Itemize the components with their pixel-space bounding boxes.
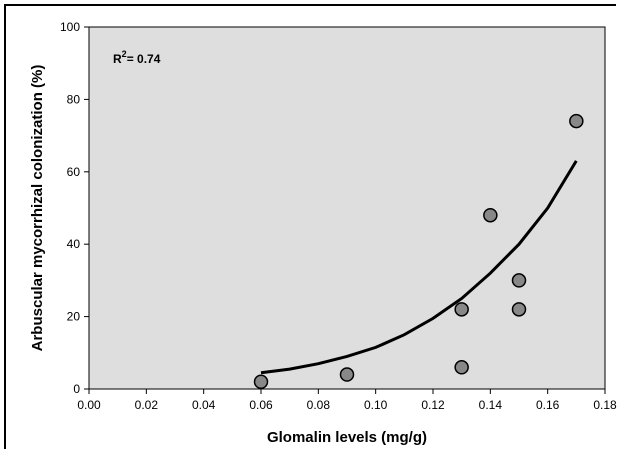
x-tick-label: 0.08 xyxy=(307,398,331,412)
fit-curve xyxy=(260,160,578,375)
x-tick-label: 0.18 xyxy=(593,398,617,412)
x-tick-label: 0.04 xyxy=(192,398,216,412)
y-tick-label: 100 xyxy=(60,20,80,34)
y-tick-label: 40 xyxy=(67,237,81,251)
x-tick-label: 0.14 xyxy=(479,398,503,412)
data-points xyxy=(253,113,584,390)
y-axis: 0 20 40 60 80 100 xyxy=(60,20,89,396)
y-tick-label: 60 xyxy=(67,165,81,179)
x-axis: 0.00 0.02 0.04 0.06 0.08 0.10 0.12 0.14 0.16 0.18 xyxy=(77,389,617,412)
x-tick-label: 0.02 xyxy=(135,398,159,412)
x-tick-label: 0.16 xyxy=(536,398,560,412)
x-tick-label: 0.12 xyxy=(421,398,445,412)
r-squared-annotation: R2= 0.74 xyxy=(113,49,161,66)
x-tick-label: 0.00 xyxy=(77,398,101,412)
y-tick-label: 0 xyxy=(73,382,80,396)
x-axis-title: Glomalin levels (mg/g) xyxy=(267,429,427,446)
data-point xyxy=(511,302,527,317)
data-point xyxy=(339,367,355,382)
x-tick-label: 0.10 xyxy=(364,398,388,412)
data-point xyxy=(454,302,469,317)
data-point xyxy=(569,113,584,129)
y-tick-label: 20 xyxy=(67,310,81,324)
data-point xyxy=(483,207,498,223)
plot-area xyxy=(88,26,606,390)
figure-frame xyxy=(4,4,616,449)
data-point xyxy=(253,374,269,390)
y-axis-title: Arbuscular mycorrhizal colonization (%) xyxy=(29,65,46,352)
data-point xyxy=(511,273,527,288)
y-tick-label: 80 xyxy=(67,92,81,106)
x-tick-label: 0.06 xyxy=(249,398,273,412)
data-point xyxy=(454,360,469,375)
